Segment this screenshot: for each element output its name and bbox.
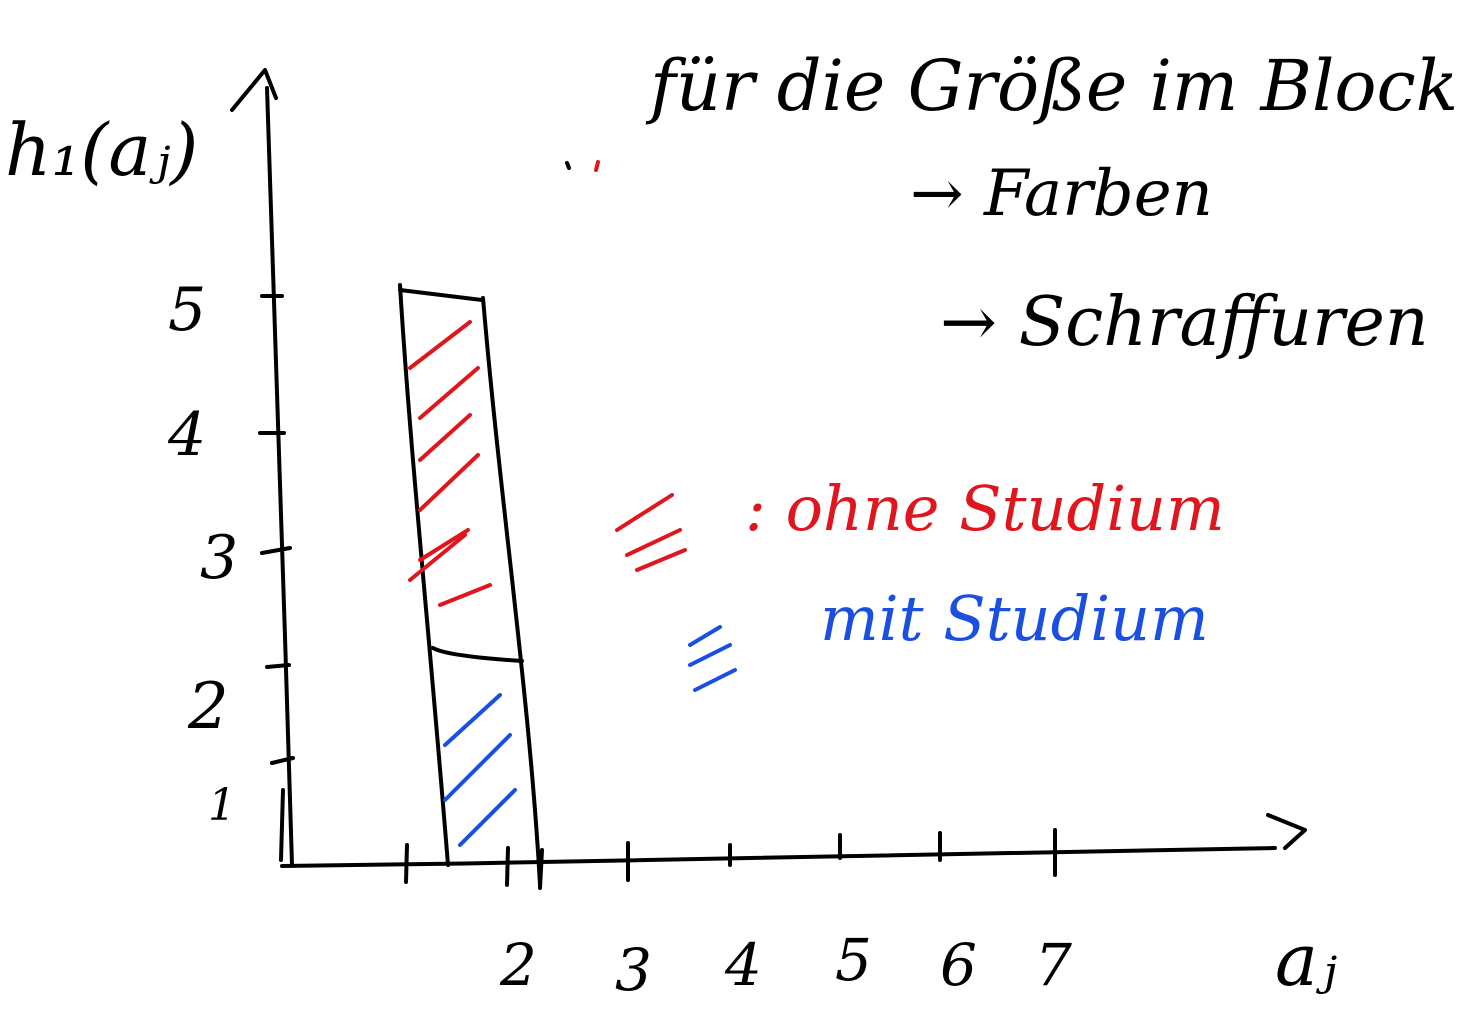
y-tick-mark-3 <box>260 546 292 555</box>
blue-hatching <box>443 693 517 847</box>
y-tick-mark-2 <box>265 663 291 669</box>
bar-outline-top <box>398 288 484 302</box>
x-tick-mark-a <box>505 846 510 887</box>
x-tick-label-3: 3 <box>615 936 652 1004</box>
x-tick-label-7: 7 <box>1035 931 1072 999</box>
stacked-bar <box>398 283 542 887</box>
x-tick-mark-1 <box>404 843 409 884</box>
axis-origin-hook <box>279 788 285 862</box>
stray-black-mark <box>565 161 571 170</box>
y-tick-label-4: 4 <box>167 400 206 470</box>
y-axis-arrow <box>230 68 278 112</box>
legend-blue-label: mit Studium <box>820 582 1209 655</box>
y-tick-mark-1 <box>270 756 295 765</box>
bar-outline-left <box>398 283 450 867</box>
note-line-2: → Farben <box>910 157 1213 231</box>
note-line-3: → Schraffuren <box>940 283 1429 362</box>
x-tick-label-6: 6 <box>940 931 977 999</box>
y-tick-label-1: 1 <box>208 780 236 831</box>
x-tick-label-2: 2 <box>499 931 537 999</box>
legend: : ohne Studium mit Studium <box>615 472 1225 692</box>
bar-outline-right <box>481 296 542 887</box>
red-hatching <box>408 320 492 607</box>
stray-red-mark <box>594 160 600 172</box>
x-tick-label-4: 4 <box>724 931 762 999</box>
x-axis-arrow <box>1266 813 1307 850</box>
x-tick-label-5: 5 <box>835 926 872 994</box>
y-tick-label-2: 2 <box>187 670 229 744</box>
y-tick-label-5: 5 <box>168 275 206 345</box>
legend-red-swatch <box>615 493 687 572</box>
y-tick-label-3: 3 <box>200 523 238 593</box>
x-axis-label: aⱼ <box>1275 918 1337 1002</box>
legend-blue-swatch <box>688 625 737 692</box>
y-axis-label: h₁(aⱼ) <box>5 108 198 192</box>
legend-red-label: : ohne Studium <box>745 472 1225 545</box>
bar-segment-divider <box>431 646 524 663</box>
note-line-1: für die Größe im Block <box>645 45 1458 127</box>
y-axis-line <box>265 86 294 867</box>
x-axis-line <box>280 846 1277 868</box>
